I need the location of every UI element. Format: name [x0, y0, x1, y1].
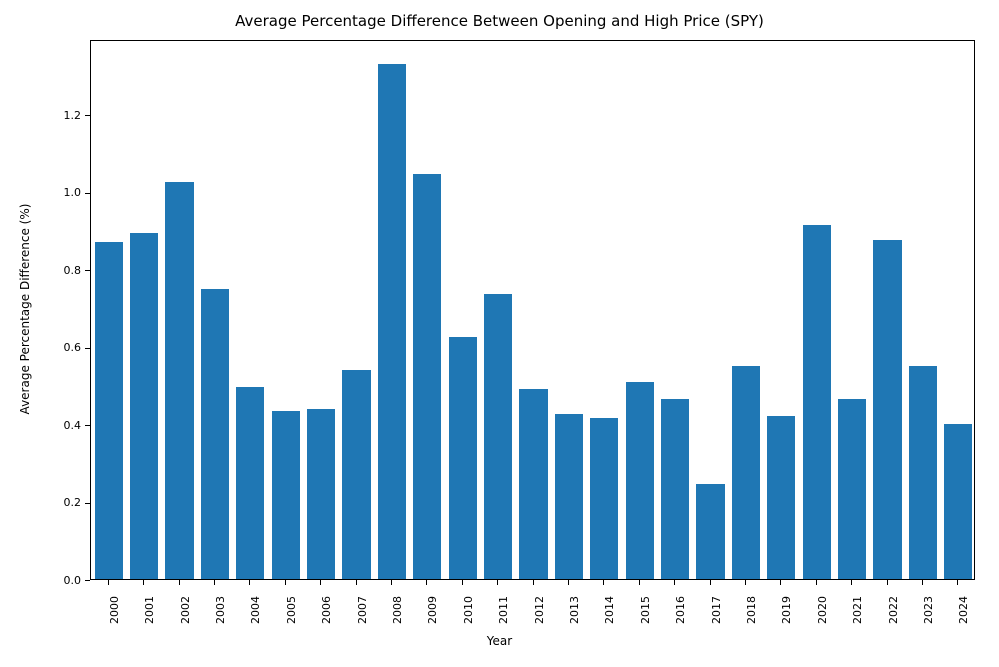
- xtick-mark: [285, 580, 286, 585]
- xtick-label: 2011: [497, 596, 510, 636]
- ytick-mark: [85, 425, 90, 426]
- xtick-mark: [851, 580, 852, 585]
- ytick-mark: [85, 193, 90, 194]
- ytick-mark: [85, 270, 90, 271]
- xtick-label: 2008: [391, 596, 404, 636]
- xtick-label: 2010: [462, 596, 475, 636]
- xtick-mark: [568, 580, 569, 585]
- bar: [130, 233, 158, 579]
- xtick-label: 2015: [639, 596, 652, 636]
- bar: [413, 174, 441, 579]
- bar: [767, 416, 795, 579]
- xtick-label: 2016: [674, 596, 687, 636]
- bar: [484, 294, 512, 579]
- xtick-label: 2020: [816, 596, 829, 636]
- xtick-label: 2023: [922, 596, 935, 636]
- ytick-mark: [85, 503, 90, 504]
- plot-area: [90, 40, 975, 580]
- bar: [696, 484, 724, 579]
- ytick-label: 0.0: [45, 574, 81, 587]
- bar: [626, 382, 654, 579]
- xtick-mark: [780, 580, 781, 585]
- ytick-mark: [85, 348, 90, 349]
- bar: [555, 414, 583, 579]
- xtick-mark: [462, 580, 463, 585]
- bar: [590, 418, 618, 579]
- bar: [944, 424, 972, 579]
- xtick-mark: [710, 580, 711, 585]
- xtick-label: 2006: [320, 596, 333, 636]
- bar: [449, 337, 477, 579]
- bar: [519, 389, 547, 579]
- xtick-mark: [533, 580, 534, 585]
- xtick-mark: [108, 580, 109, 585]
- bar: [307, 409, 335, 579]
- x-axis-label: Year: [0, 634, 999, 648]
- bar: [661, 399, 689, 579]
- bar: [803, 225, 831, 579]
- figure: Average Percentage Difference Between Op…: [0, 0, 999, 667]
- xtick-label: 2014: [603, 596, 616, 636]
- ytick-label: 0.2: [45, 496, 81, 509]
- chart-title: Average Percentage Difference Between Op…: [0, 12, 999, 30]
- bar: [732, 366, 760, 579]
- xtick-mark: [214, 580, 215, 585]
- ytick-label: 1.2: [45, 109, 81, 122]
- xtick-mark: [922, 580, 923, 585]
- xtick-label: 2024: [957, 596, 970, 636]
- xtick-label: 2019: [780, 596, 793, 636]
- bar: [95, 242, 123, 579]
- xtick-label: 2017: [710, 596, 723, 636]
- xtick-label: 2002: [179, 596, 192, 636]
- xtick-label: 2003: [214, 596, 227, 636]
- xtick-mark: [603, 580, 604, 585]
- ytick-label: 0.4: [45, 419, 81, 432]
- ytick-label: 0.6: [45, 341, 81, 354]
- bar: [378, 64, 406, 579]
- xtick-mark: [143, 580, 144, 585]
- ytick-label: 1.0: [45, 186, 81, 199]
- bar: [342, 370, 370, 579]
- xtick-label: 2022: [887, 596, 900, 636]
- bar: [909, 366, 937, 579]
- bar: [838, 399, 866, 579]
- xtick-mark: [887, 580, 888, 585]
- xtick-label: 2021: [851, 596, 864, 636]
- xtick-mark: [391, 580, 392, 585]
- ytick-mark: [85, 580, 90, 581]
- xtick-label: 2009: [426, 596, 439, 636]
- xtick-label: 2000: [108, 596, 121, 636]
- xtick-mark: [497, 580, 498, 585]
- xtick-label: 2005: [285, 596, 298, 636]
- bar: [236, 387, 264, 579]
- xtick-mark: [957, 580, 958, 585]
- xtick-label: 2018: [745, 596, 758, 636]
- xtick-mark: [816, 580, 817, 585]
- ytick-label: 0.8: [45, 264, 81, 277]
- xtick-label: 2012: [533, 596, 546, 636]
- xtick-mark: [639, 580, 640, 585]
- xtick-mark: [745, 580, 746, 585]
- bar: [165, 182, 193, 579]
- bar: [873, 240, 901, 579]
- bar: [201, 289, 229, 579]
- bar: [272, 411, 300, 579]
- xtick-mark: [426, 580, 427, 585]
- y-axis-label: Average Percentage Difference (%): [18, 189, 32, 429]
- xtick-mark: [356, 580, 357, 585]
- xtick-mark: [249, 580, 250, 585]
- xtick-mark: [179, 580, 180, 585]
- xtick-mark: [674, 580, 675, 585]
- xtick-mark: [320, 580, 321, 585]
- ytick-mark: [85, 115, 90, 116]
- xtick-label: 2001: [143, 596, 156, 636]
- xtick-label: 2004: [249, 596, 262, 636]
- xtick-label: 2007: [356, 596, 369, 636]
- xtick-label: 2013: [568, 596, 581, 636]
